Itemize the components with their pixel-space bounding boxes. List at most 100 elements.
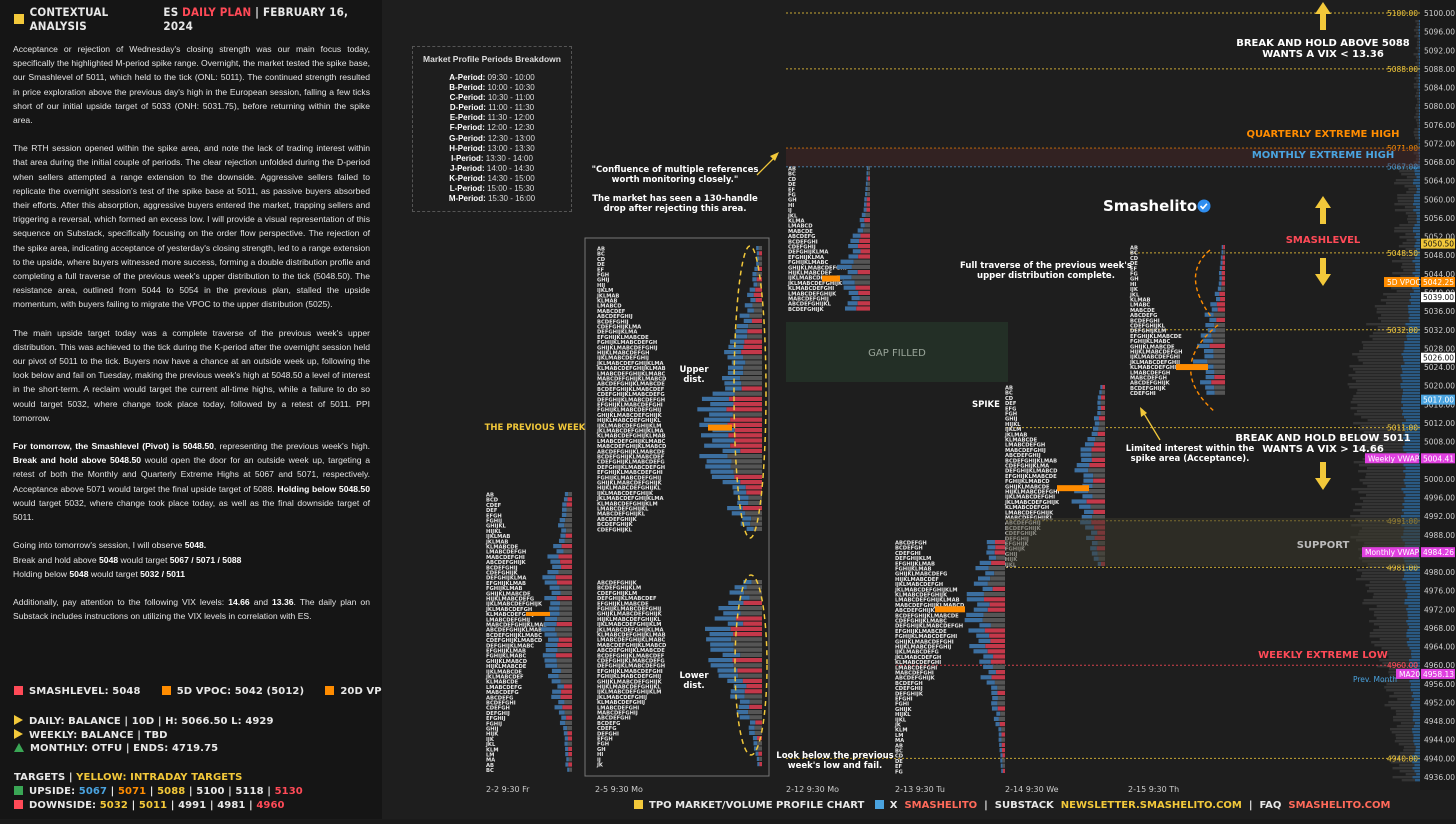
volume-bar bbox=[1352, 377, 1402, 380]
volume-bar bbox=[1404, 185, 1416, 188]
volume-blue-bar bbox=[544, 616, 558, 621]
volume-bar bbox=[1407, 221, 1417, 224]
volume-bar bbox=[744, 689, 762, 694]
volume-bar bbox=[1418, 152, 1420, 155]
volume-bar bbox=[1410, 653, 1420, 656]
volume-blue-bar bbox=[998, 727, 1002, 732]
volume-bar bbox=[734, 428, 762, 433]
paragraph: Going into tomorrow's session, I will ob… bbox=[13, 540, 242, 579]
volume-bar bbox=[1403, 416, 1420, 419]
support-label: SUPPORT bbox=[1297, 540, 1350, 551]
tpo-row: MABCDE bbox=[788, 229, 813, 235]
newsletter-link[interactable]: NEWSLETTER.SMASHELITO.COM bbox=[1060, 800, 1242, 811]
volume-bar bbox=[732, 658, 762, 663]
orange-square-icon bbox=[161, 686, 171, 695]
volume-bar bbox=[1102, 385, 1105, 390]
volume-bar bbox=[1360, 425, 1404, 428]
volume-bar bbox=[1403, 269, 1416, 272]
volume-bar bbox=[994, 680, 1005, 685]
volume-bar bbox=[1361, 506, 1405, 509]
volume-bar bbox=[1407, 629, 1420, 632]
volume-bar bbox=[988, 566, 1005, 571]
tpo-row: EF bbox=[1130, 266, 1138, 272]
tpo-row: BCDEFGHIJK bbox=[597, 522, 634, 528]
volume-bar bbox=[1403, 464, 1420, 467]
volume-bar bbox=[1402, 569, 1420, 572]
volume-blue-bar bbox=[1093, 416, 1099, 421]
volume-bar bbox=[1415, 26, 1419, 29]
volume-bar bbox=[1414, 245, 1420, 248]
volume-bar bbox=[1416, 773, 1420, 776]
tpo-row: HIJK bbox=[486, 732, 499, 738]
tpo-row: HIJKLMABCDEFGH bbox=[597, 351, 649, 357]
volume-bar bbox=[1392, 776, 1413, 779]
price-tick-label: 4952.00 bbox=[1424, 698, 1455, 707]
volume-bar bbox=[1354, 503, 1403, 506]
x-link[interactable]: SMASHELITO bbox=[904, 800, 978, 811]
tpo-row: IJKLMABCDEFGHI bbox=[1130, 355, 1180, 361]
price-tick-label: 5012.00 bbox=[1424, 419, 1455, 428]
tpo-row: LMABCDEFGH bbox=[1130, 370, 1170, 376]
volume-bar bbox=[1408, 317, 1420, 320]
volume-blue-bar bbox=[1097, 400, 1101, 405]
volume-bar bbox=[1369, 608, 1407, 611]
volume-bar bbox=[1404, 362, 1420, 365]
price-tick-label: 4944.00 bbox=[1424, 736, 1455, 745]
tpo-row: EFGHIJKLMABCDEFGHI bbox=[597, 403, 663, 409]
faq-link[interactable]: SMASHELITO.COM bbox=[1288, 800, 1391, 811]
volume-bar bbox=[749, 704, 762, 709]
volume-blue-bar bbox=[837, 264, 852, 269]
volume-blue-bar bbox=[550, 559, 561, 564]
tpo-row: JKLMABCDEFGHIJKLMA bbox=[596, 361, 664, 367]
volume-bar bbox=[1358, 359, 1404, 362]
tpo-row: KLMABCDEFGHIJK bbox=[895, 593, 948, 599]
volume-bar bbox=[1404, 347, 1420, 350]
volume-bar bbox=[1418, 83, 1420, 86]
volume-bar bbox=[1419, 110, 1420, 113]
volume-bar bbox=[561, 544, 572, 549]
volume-blue-bar bbox=[1001, 768, 1003, 773]
tpo-row: KLMABCDEFGHIJKLM bbox=[597, 501, 658, 507]
tpo-row: FG bbox=[895, 769, 903, 775]
volume-blue-bar bbox=[728, 344, 744, 349]
volume-bar bbox=[758, 751, 762, 756]
volume-bar bbox=[1362, 362, 1405, 365]
volume-bar bbox=[1213, 312, 1225, 317]
price-tick-label: 5064.00 bbox=[1424, 177, 1455, 186]
volume-bar bbox=[1092, 494, 1105, 499]
tpo-row: BC bbox=[788, 172, 796, 178]
volume-bar bbox=[1352, 398, 1402, 401]
volume-bar bbox=[563, 684, 572, 689]
volume-bar bbox=[1091, 452, 1105, 457]
volume-bar bbox=[557, 648, 572, 653]
paragraph: The RTH session opened within the spike … bbox=[13, 143, 370, 310]
weekly-extreme-low-label: WEEKLY EXTREME LOW bbox=[1258, 650, 1388, 661]
volume-bar bbox=[1413, 710, 1420, 713]
volume-bar bbox=[1403, 425, 1420, 428]
volume-blue-bar bbox=[1000, 753, 1003, 758]
volume-bar bbox=[1414, 770, 1420, 773]
volume-bar bbox=[1414, 173, 1420, 176]
volume-bar bbox=[1405, 473, 1420, 476]
volume-bar bbox=[1397, 194, 1414, 197]
volume-blue-bar bbox=[865, 181, 868, 186]
break-below-note: BREAK AND HOLD BELOW 5011 bbox=[1235, 433, 1410, 444]
volume-bar bbox=[1086, 499, 1105, 504]
volume-blue-bar bbox=[866, 171, 869, 176]
volume-bar bbox=[997, 696, 1005, 701]
volume-bar bbox=[1401, 377, 1420, 380]
gap-filled-box bbox=[786, 322, 1008, 382]
volume-bar bbox=[556, 580, 572, 585]
volume-bar bbox=[1418, 47, 1420, 50]
volume-bar bbox=[733, 663, 762, 668]
volume-blue-bar bbox=[565, 752, 569, 757]
volume-bar bbox=[1413, 179, 1420, 182]
volume-bar bbox=[1410, 689, 1420, 692]
level-line-label: 5048.50 bbox=[1387, 249, 1418, 258]
volume-bar bbox=[1413, 86, 1419, 89]
volume-blue-bar bbox=[705, 626, 731, 631]
volume-blue-bar bbox=[561, 507, 567, 512]
volume-bar bbox=[1362, 347, 1405, 350]
tpo-row: CDEFGHIJ bbox=[788, 245, 816, 251]
volume-bar bbox=[757, 282, 762, 287]
